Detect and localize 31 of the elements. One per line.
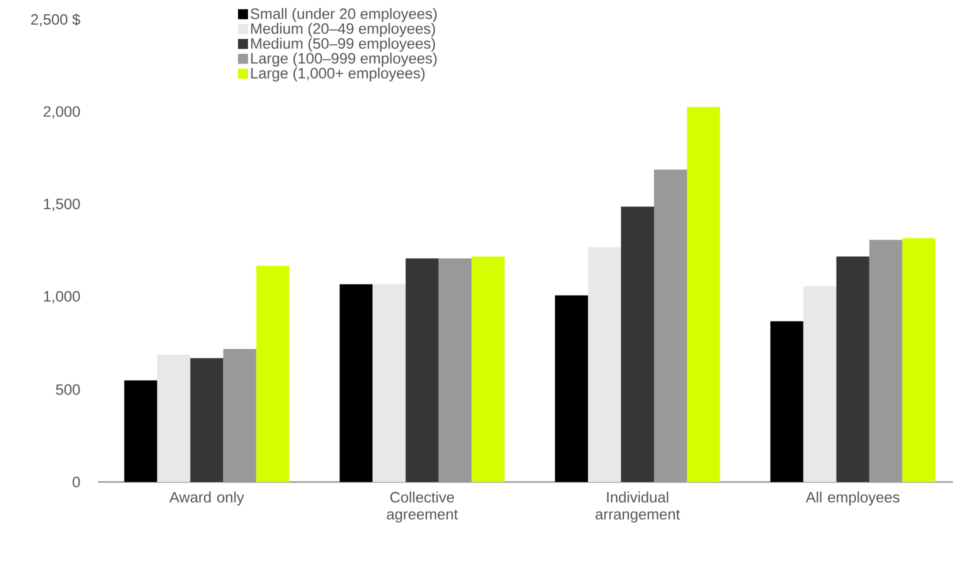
x-tick-label: Award only bbox=[169, 492, 244, 506]
legend-label: Large (1,000+ employees) bbox=[251, 68, 425, 82]
bar bbox=[620, 206, 654, 482]
bar bbox=[554, 295, 588, 482]
y-tick-label: 1,500 bbox=[44, 198, 80, 211]
x-tick-label: Individual arrangement bbox=[596, 492, 680, 523]
y-tick-label: 2,500 $ bbox=[31, 13, 80, 27]
y-tick-label: 500 bbox=[56, 384, 80, 395]
bar bbox=[124, 380, 158, 482]
bar bbox=[340, 284, 373, 482]
bar bbox=[372, 284, 406, 482]
legend-label: Large (100–999 employees) bbox=[251, 52, 437, 67]
x-tick-label: All employees bbox=[806, 492, 900, 506]
bar bbox=[256, 266, 290, 482]
y-tick-label: 1,000 bbox=[44, 291, 80, 304]
bar bbox=[803, 286, 836, 482]
legend-label: Medium (20–49 employees) bbox=[251, 22, 435, 37]
bar bbox=[190, 358, 224, 482]
bar bbox=[836, 256, 870, 482]
bar bbox=[157, 354, 190, 482]
bar bbox=[902, 238, 936, 482]
bar bbox=[770, 321, 804, 482]
legend-label: Medium (50–99 employees) bbox=[251, 38, 435, 52]
legend-label: Small (under 20 employees) bbox=[250, 8, 437, 22]
bar bbox=[588, 247, 621, 482]
x-tick-label: Collective agreement bbox=[386, 492, 458, 523]
y-tick-label: 0 bbox=[72, 476, 80, 488]
bar bbox=[687, 106, 720, 482]
bar bbox=[472, 256, 505, 482]
bar bbox=[406, 258, 439, 482]
y-tick-label: 2,000 bbox=[44, 106, 80, 119]
